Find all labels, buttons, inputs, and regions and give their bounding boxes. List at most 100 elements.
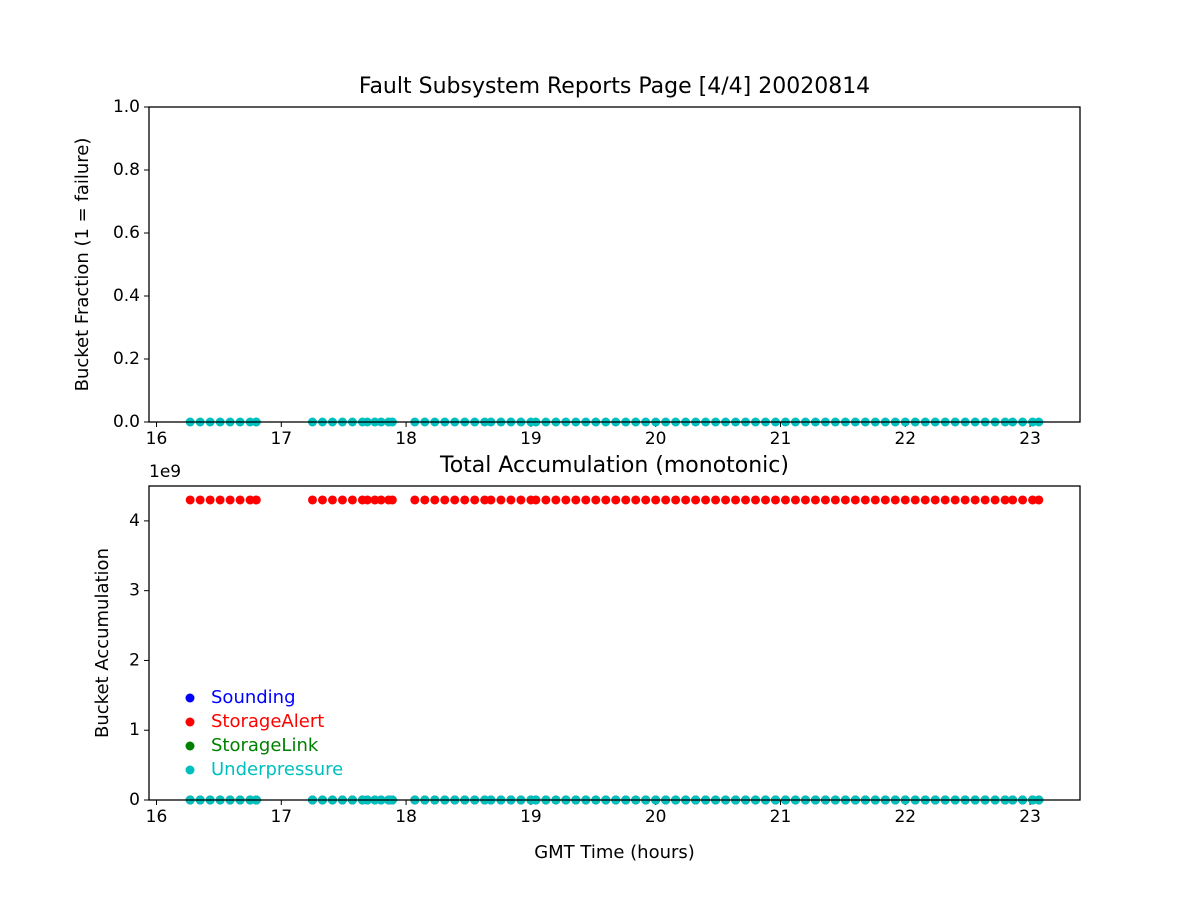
axes-frame <box>148 106 1081 423</box>
x-tick-label: 22 <box>894 429 916 449</box>
point <box>830 495 840 505</box>
point <box>225 495 235 505</box>
point <box>790 495 800 505</box>
point <box>950 495 960 505</box>
x-tick-label: 19 <box>520 807 542 827</box>
x-tick-label: 20 <box>645 807 667 827</box>
point <box>486 495 496 505</box>
point <box>990 495 1000 505</box>
point <box>780 495 790 505</box>
point <box>731 495 741 505</box>
y-axis-label: Bucket Accumulation <box>92 548 113 738</box>
point <box>770 495 780 505</box>
point <box>701 495 711 505</box>
point <box>307 495 317 505</box>
y-offset-label: 1e9 <box>149 462 181 482</box>
point <box>611 495 621 505</box>
point <box>251 495 261 505</box>
chart-title: Fault Subsystem Reports Page [4/4] 20020… <box>359 74 870 99</box>
point <box>1000 495 1010 505</box>
point <box>810 495 820 505</box>
point <box>621 495 631 505</box>
point <box>420 495 430 505</box>
point <box>920 495 930 505</box>
y-tick-label: 0.8 <box>113 160 140 180</box>
point <box>337 495 347 505</box>
x-tick-label: 20 <box>645 429 667 449</box>
y-tick-label: 0 <box>129 790 140 810</box>
y-tick-label: 1 <box>129 720 140 740</box>
point <box>185 495 195 505</box>
x-tick-label: 21 <box>770 807 792 827</box>
legend-marker <box>185 741 195 751</box>
point <box>970 495 980 505</box>
point <box>516 495 526 505</box>
point <box>376 495 386 505</box>
point <box>551 495 561 505</box>
point <box>1028 495 1038 505</box>
point <box>761 495 771 505</box>
x-tick-label: 16 <box>146 429 168 449</box>
x-axis-label: GMT Time (hours) <box>534 842 695 863</box>
point <box>450 495 460 505</box>
point <box>440 495 450 505</box>
point <box>195 495 205 505</box>
point <box>430 495 440 505</box>
point <box>980 495 990 505</box>
x-tick-label: 23 <box>1019 807 1041 827</box>
point <box>671 495 681 505</box>
point <box>581 495 591 505</box>
point <box>1008 495 1018 505</box>
point <box>506 495 516 505</box>
point <box>541 495 551 505</box>
point <box>800 495 810 505</box>
y-tick-label: 0.6 <box>113 223 140 243</box>
legend-label: Underpressure <box>211 759 343 780</box>
y-tick-label: 2 <box>129 650 140 670</box>
point <box>235 495 245 505</box>
x-tick-label: 18 <box>395 807 417 827</box>
y-tick-label: 3 <box>129 581 140 601</box>
chart-title: Total Accumulation (monotonic) <box>439 453 789 478</box>
legend-label: StorageLink <box>211 735 319 756</box>
point <box>561 495 571 505</box>
y-tick-label: 0.0 <box>113 412 140 432</box>
y-axis-label: Bucket Fraction (1 = failure) <box>72 138 93 392</box>
x-tick-label: 23 <box>1019 429 1041 449</box>
point <box>531 495 541 505</box>
point <box>601 495 611 505</box>
point <box>900 495 910 505</box>
x-tick-label: 17 <box>270 807 292 827</box>
legend-marker <box>185 765 195 775</box>
point <box>496 495 506 505</box>
point <box>410 495 420 505</box>
point <box>890 495 900 505</box>
legend-marker <box>185 693 195 703</box>
point <box>370 495 380 505</box>
point <box>860 495 870 505</box>
y-tick-label: 1.0 <box>113 97 140 117</box>
x-tick-label: 17 <box>270 429 292 449</box>
point <box>940 495 950 505</box>
point <box>460 495 470 505</box>
point <box>631 495 641 505</box>
point <box>480 495 490 505</box>
axes-frame <box>148 485 1081 801</box>
point <box>387 495 397 505</box>
point <box>470 495 480 505</box>
point <box>681 495 691 505</box>
point <box>362 495 372 505</box>
point <box>711 495 721 505</box>
legend-label: Sounding <box>211 687 296 708</box>
point <box>245 495 255 505</box>
point <box>820 495 830 505</box>
point <box>880 495 890 505</box>
point <box>840 495 850 505</box>
point <box>651 495 661 505</box>
point <box>215 495 225 505</box>
point <box>327 495 337 505</box>
point <box>317 495 327 505</box>
point <box>870 495 880 505</box>
